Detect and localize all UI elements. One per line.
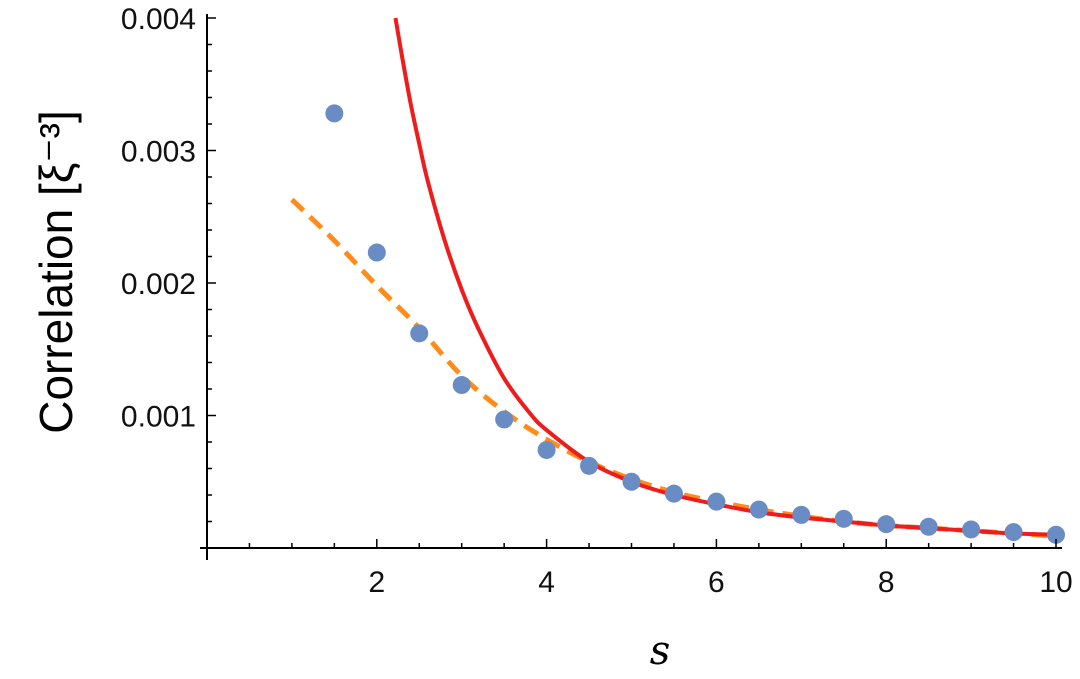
x-tick-label: 2 — [368, 566, 385, 599]
data-point — [664, 484, 683, 503]
data-point — [834, 509, 853, 528]
data-point — [919, 517, 938, 536]
y-tick-label: 0.002 — [121, 268, 196, 301]
data-point — [1004, 523, 1023, 542]
data-point — [622, 472, 641, 491]
y-tick-label: 0.001 — [121, 401, 196, 434]
data-point — [1047, 525, 1065, 544]
y-tick-label: 0.004 — [121, 3, 196, 36]
y-tick-label: 0.003 — [121, 136, 196, 169]
data-point — [877, 515, 896, 534]
data-point — [325, 104, 344, 123]
data-point — [410, 324, 429, 343]
x-tick-label: 10 — [1039, 566, 1072, 599]
x-tick-label: 6 — [708, 566, 725, 599]
data-point — [537, 440, 556, 459]
x-tick-label: 4 — [538, 566, 555, 599]
series-layer — [290, 17, 1065, 544]
x-axis-title: s — [650, 628, 671, 674]
model-curve-solid — [393, 17, 1057, 537]
data-point — [452, 376, 471, 395]
ticks-layer: 2 4 6 8 10 0.001 0.002 0.003 0.004 — [121, 3, 1073, 599]
data-point — [749, 500, 768, 519]
data-point — [792, 505, 811, 524]
data-point — [580, 456, 599, 475]
y-axis-title: Correlation [ξ⁻³] — [30, 110, 82, 434]
data-point — [367, 243, 386, 262]
data-point — [707, 492, 726, 511]
data-point — [962, 520, 981, 539]
x-tick-label: 8 — [878, 566, 895, 599]
data-point — [495, 410, 514, 429]
